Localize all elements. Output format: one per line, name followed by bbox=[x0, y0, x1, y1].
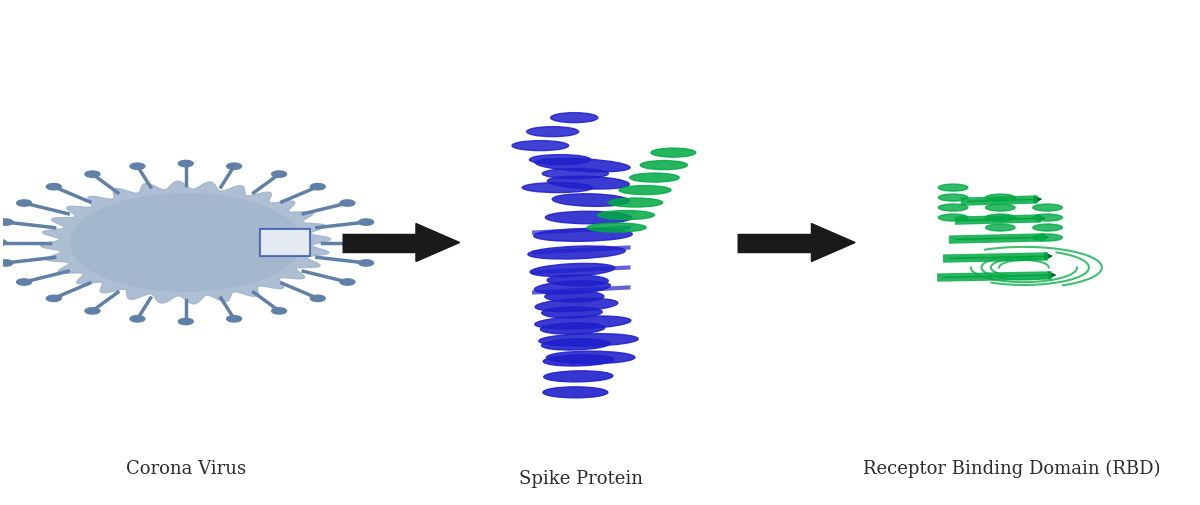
Circle shape bbox=[340, 279, 355, 285]
Circle shape bbox=[130, 316, 145, 322]
Text: Spike Protein: Spike Protein bbox=[520, 470, 643, 488]
Circle shape bbox=[47, 295, 61, 301]
Ellipse shape bbox=[512, 140, 569, 150]
Ellipse shape bbox=[535, 316, 631, 329]
Ellipse shape bbox=[938, 194, 968, 201]
Ellipse shape bbox=[535, 159, 630, 172]
Ellipse shape bbox=[528, 246, 625, 259]
Ellipse shape bbox=[650, 148, 696, 157]
Circle shape bbox=[85, 171, 100, 177]
Circle shape bbox=[227, 163, 241, 169]
Circle shape bbox=[71, 194, 301, 291]
Ellipse shape bbox=[546, 351, 635, 364]
Ellipse shape bbox=[545, 211, 632, 224]
Ellipse shape bbox=[544, 355, 614, 366]
Ellipse shape bbox=[541, 307, 602, 318]
Ellipse shape bbox=[539, 334, 638, 346]
Ellipse shape bbox=[587, 223, 646, 232]
Ellipse shape bbox=[608, 198, 662, 207]
Ellipse shape bbox=[985, 214, 1015, 221]
Ellipse shape bbox=[938, 214, 968, 221]
Ellipse shape bbox=[530, 264, 614, 277]
Circle shape bbox=[271, 171, 287, 177]
FancyBboxPatch shape bbox=[260, 229, 310, 256]
Circle shape bbox=[311, 295, 325, 301]
Ellipse shape bbox=[534, 229, 632, 241]
Ellipse shape bbox=[1033, 234, 1062, 241]
Ellipse shape bbox=[544, 371, 613, 382]
Text: Receptor Binding Domain (RBD): Receptor Binding Domain (RBD) bbox=[863, 460, 1160, 478]
Ellipse shape bbox=[1033, 204, 1062, 211]
Circle shape bbox=[17, 279, 31, 285]
Ellipse shape bbox=[535, 298, 618, 312]
Ellipse shape bbox=[938, 184, 968, 191]
Ellipse shape bbox=[619, 185, 671, 194]
Circle shape bbox=[271, 308, 287, 314]
Ellipse shape bbox=[540, 323, 605, 334]
Ellipse shape bbox=[985, 224, 1015, 231]
Ellipse shape bbox=[1033, 224, 1062, 231]
Ellipse shape bbox=[938, 204, 968, 211]
Ellipse shape bbox=[1033, 214, 1062, 221]
Ellipse shape bbox=[551, 113, 598, 123]
Ellipse shape bbox=[598, 211, 654, 220]
Circle shape bbox=[130, 163, 145, 169]
Ellipse shape bbox=[985, 204, 1015, 211]
Circle shape bbox=[17, 200, 31, 206]
Ellipse shape bbox=[545, 291, 604, 302]
Ellipse shape bbox=[522, 183, 593, 192]
Ellipse shape bbox=[527, 127, 578, 137]
Ellipse shape bbox=[547, 275, 608, 286]
Ellipse shape bbox=[542, 169, 608, 179]
Polygon shape bbox=[416, 224, 460, 262]
Text: Corona Virus: Corona Virus bbox=[126, 460, 246, 478]
Ellipse shape bbox=[541, 339, 610, 350]
Circle shape bbox=[179, 318, 193, 325]
Polygon shape bbox=[811, 224, 856, 262]
Circle shape bbox=[0, 219, 13, 225]
Circle shape bbox=[0, 260, 13, 266]
Circle shape bbox=[340, 200, 355, 206]
Circle shape bbox=[359, 219, 373, 225]
Ellipse shape bbox=[534, 281, 611, 294]
Ellipse shape bbox=[552, 194, 629, 207]
Ellipse shape bbox=[547, 176, 629, 189]
Circle shape bbox=[47, 183, 61, 190]
Circle shape bbox=[311, 183, 325, 190]
Ellipse shape bbox=[641, 161, 688, 170]
Polygon shape bbox=[41, 181, 331, 304]
Circle shape bbox=[85, 308, 100, 314]
Ellipse shape bbox=[529, 155, 590, 165]
Circle shape bbox=[365, 239, 380, 245]
Ellipse shape bbox=[985, 194, 1015, 201]
Ellipse shape bbox=[542, 387, 608, 398]
Circle shape bbox=[179, 161, 193, 167]
Circle shape bbox=[0, 239, 6, 245]
Circle shape bbox=[227, 316, 241, 322]
Ellipse shape bbox=[630, 173, 679, 182]
Circle shape bbox=[359, 260, 373, 266]
